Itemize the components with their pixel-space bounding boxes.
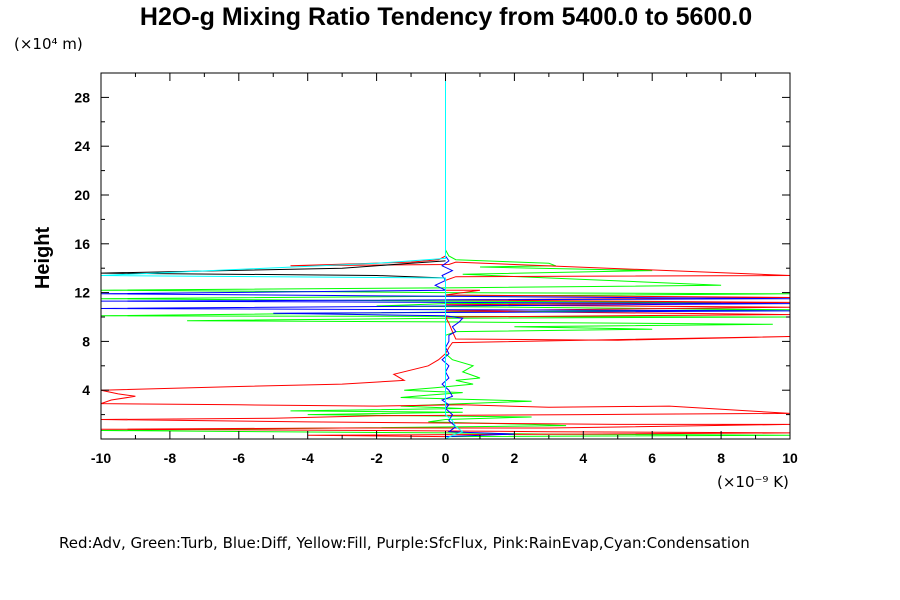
x-tick-label: -10	[91, 450, 111, 466]
y-tick-label: 12	[74, 285, 90, 301]
y-axis-label: Height	[32, 227, 54, 290]
series-layer	[100, 73, 791, 440]
x-tick-label: -2	[370, 450, 383, 466]
y-multiplier: (×10⁴ m)	[14, 35, 83, 53]
x-multiplier: (×10⁻⁹ K)	[717, 473, 789, 491]
series-green-turbline	[100, 249, 791, 439]
x-tick-label: -8	[164, 450, 177, 466]
legend-text: Red:Adv, Green:Turb, Blue:Diff, Yellow:F…	[59, 534, 750, 552]
y-tick-label: 4	[82, 382, 90, 398]
x-tick-label: 4	[579, 450, 587, 466]
x-tick-label: 10	[782, 450, 798, 466]
y-tick-label: 16	[74, 236, 90, 252]
series-red-advline	[100, 255, 791, 439]
x-tick-label: 6	[648, 450, 656, 466]
y-tick-label: 8	[82, 333, 90, 349]
x-tick-label: -4	[301, 450, 314, 466]
x-tick-label: 8	[717, 450, 725, 466]
y-tick-label: 28	[74, 89, 90, 105]
x-tick-label: 2	[511, 450, 519, 466]
x-tick-label: 0	[442, 450, 450, 466]
series-cyan-condensationline	[100, 73, 464, 440]
y-tick-label: 24	[74, 138, 90, 154]
x-tick-label: -6	[233, 450, 246, 466]
y-tick-label: 20	[74, 187, 90, 203]
chart-title: H2O-g Mixing Ratio Tendency from 5400.0 …	[140, 3, 752, 31]
